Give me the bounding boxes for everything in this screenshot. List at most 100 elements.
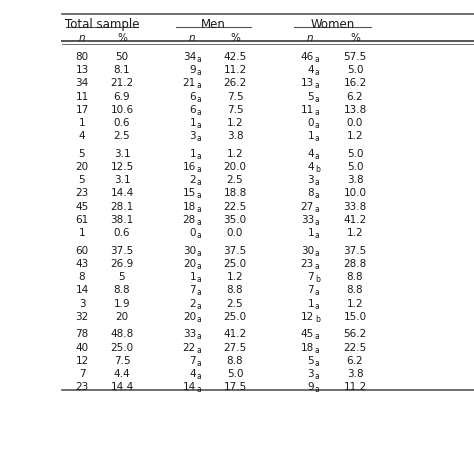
Text: 1.2: 1.2 bbox=[227, 272, 243, 282]
Text: 2.5: 2.5 bbox=[227, 175, 243, 185]
Text: 2: 2 bbox=[190, 299, 196, 309]
Text: a: a bbox=[197, 262, 202, 271]
Text: 3: 3 bbox=[190, 131, 196, 141]
Text: 1: 1 bbox=[79, 118, 85, 128]
Text: b: b bbox=[315, 165, 320, 174]
Text: 25.0: 25.0 bbox=[110, 343, 134, 353]
Text: 13.8: 13.8 bbox=[343, 105, 366, 115]
Text: %: % bbox=[230, 33, 240, 43]
Text: 33.8: 33.8 bbox=[343, 202, 366, 212]
Text: 8.8: 8.8 bbox=[114, 285, 130, 295]
Text: a: a bbox=[197, 359, 202, 368]
Text: 27: 27 bbox=[301, 202, 314, 212]
Text: 50: 50 bbox=[116, 52, 128, 62]
Text: a: a bbox=[197, 108, 202, 117]
Text: 1: 1 bbox=[79, 228, 85, 238]
Text: 42.5: 42.5 bbox=[223, 52, 246, 62]
Text: 4: 4 bbox=[307, 149, 314, 159]
Text: 5: 5 bbox=[307, 91, 314, 101]
Text: 22.5: 22.5 bbox=[343, 343, 366, 353]
Text: 37.5: 37.5 bbox=[223, 246, 246, 256]
Text: a: a bbox=[315, 372, 320, 381]
Text: 21.2: 21.2 bbox=[110, 78, 134, 88]
Text: %: % bbox=[117, 33, 127, 43]
Text: Women: Women bbox=[310, 18, 355, 30]
Text: 11: 11 bbox=[301, 105, 314, 115]
Text: 7: 7 bbox=[190, 356, 196, 366]
Text: 0.6: 0.6 bbox=[114, 118, 130, 128]
Text: a: a bbox=[315, 231, 320, 240]
Text: 3.8: 3.8 bbox=[346, 369, 363, 379]
Text: 1.2: 1.2 bbox=[346, 228, 363, 238]
Text: %: % bbox=[350, 33, 360, 43]
Text: a: a bbox=[315, 385, 320, 394]
Text: 33: 33 bbox=[183, 329, 196, 339]
Text: 8.8: 8.8 bbox=[346, 272, 363, 282]
Text: 9: 9 bbox=[190, 65, 196, 75]
Text: 45: 45 bbox=[301, 329, 314, 339]
Text: a: a bbox=[315, 55, 320, 64]
Text: 16.2: 16.2 bbox=[343, 78, 366, 88]
Text: 0.6: 0.6 bbox=[114, 228, 130, 238]
Text: a: a bbox=[197, 205, 202, 214]
Text: 23: 23 bbox=[301, 259, 314, 269]
Text: 1.9: 1.9 bbox=[114, 299, 130, 309]
Text: a: a bbox=[197, 275, 202, 284]
Text: 10.0: 10.0 bbox=[344, 189, 366, 199]
Text: 0.0: 0.0 bbox=[227, 228, 243, 238]
Text: 26.9: 26.9 bbox=[110, 259, 134, 269]
Text: 57.5: 57.5 bbox=[343, 52, 366, 62]
Text: 7: 7 bbox=[307, 272, 314, 282]
Text: 21: 21 bbox=[183, 78, 196, 88]
Text: 1: 1 bbox=[307, 299, 314, 309]
Text: 7: 7 bbox=[190, 285, 196, 295]
Text: 20: 20 bbox=[75, 162, 89, 172]
Text: 27.5: 27.5 bbox=[223, 343, 246, 353]
Text: 2: 2 bbox=[190, 175, 196, 185]
Text: a: a bbox=[197, 332, 202, 341]
Text: a: a bbox=[315, 95, 320, 104]
Text: 6.9: 6.9 bbox=[114, 91, 130, 101]
Text: a: a bbox=[197, 82, 202, 91]
Text: 1.2: 1.2 bbox=[346, 131, 363, 141]
Text: 2.5: 2.5 bbox=[114, 131, 130, 141]
Text: 14.4: 14.4 bbox=[110, 383, 134, 392]
Text: a: a bbox=[197, 231, 202, 240]
Text: 7.5: 7.5 bbox=[227, 105, 243, 115]
Text: 6: 6 bbox=[190, 91, 196, 101]
Text: 23: 23 bbox=[75, 189, 89, 199]
Text: 60: 60 bbox=[75, 246, 89, 256]
Text: 34: 34 bbox=[183, 52, 196, 62]
Text: 1: 1 bbox=[190, 149, 196, 159]
Text: 6.2: 6.2 bbox=[346, 91, 363, 101]
Text: a: a bbox=[197, 95, 202, 104]
Text: 15: 15 bbox=[183, 189, 196, 199]
Text: a: a bbox=[315, 218, 320, 227]
Text: 5: 5 bbox=[118, 272, 125, 282]
Text: b: b bbox=[315, 315, 320, 324]
Text: 8: 8 bbox=[307, 189, 314, 199]
Text: a: a bbox=[315, 191, 320, 201]
Text: a: a bbox=[315, 152, 320, 161]
Text: a: a bbox=[315, 359, 320, 368]
Text: 7: 7 bbox=[79, 369, 85, 379]
Text: 0: 0 bbox=[190, 228, 196, 238]
Text: a: a bbox=[197, 218, 202, 227]
Text: 4: 4 bbox=[307, 162, 314, 172]
Text: 25.0: 25.0 bbox=[223, 312, 246, 322]
Text: a: a bbox=[197, 121, 202, 130]
Text: a: a bbox=[315, 178, 320, 187]
Text: 18: 18 bbox=[301, 343, 314, 353]
Text: a: a bbox=[315, 249, 320, 258]
Text: 8.8: 8.8 bbox=[227, 285, 243, 295]
Text: n: n bbox=[307, 33, 313, 43]
Text: 8: 8 bbox=[79, 272, 85, 282]
Text: 12.5: 12.5 bbox=[110, 162, 134, 172]
Text: 20: 20 bbox=[183, 312, 196, 322]
Text: 13: 13 bbox=[301, 78, 314, 88]
Text: 1.2: 1.2 bbox=[227, 149, 243, 159]
Text: 14.4: 14.4 bbox=[110, 189, 134, 199]
Text: a: a bbox=[197, 68, 202, 77]
Text: 1: 1 bbox=[190, 272, 196, 282]
Text: 48.8: 48.8 bbox=[110, 329, 134, 339]
